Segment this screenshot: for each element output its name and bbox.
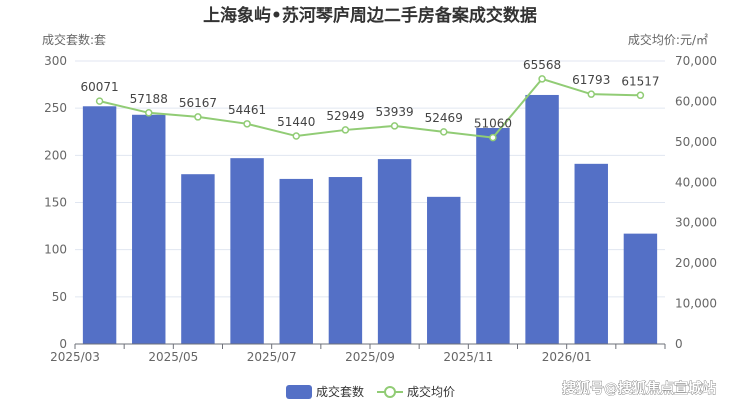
bar-series xyxy=(82,94,658,345)
line-point xyxy=(341,126,350,134)
grid-lines xyxy=(75,60,665,298)
bar xyxy=(279,178,313,344)
line-data-label: 51060 xyxy=(474,117,512,131)
y-right-tick-label: 40,000 xyxy=(675,175,717,189)
watermark-text: 搜狐号@搜狐焦点宣城站 xyxy=(562,380,716,397)
x-tick-label: 2025/09 xyxy=(345,350,395,364)
price-line xyxy=(99,77,641,139)
line-series xyxy=(95,75,645,142)
line-point xyxy=(489,133,497,142)
line-data-label: 61517 xyxy=(621,74,659,88)
bar xyxy=(328,177,363,344)
line-point xyxy=(390,122,399,130)
x-tick-label: 2025/05 xyxy=(148,350,198,364)
line-point xyxy=(243,120,251,128)
legend-label-line: 成交均价 xyxy=(407,384,455,399)
bar xyxy=(377,159,412,344)
y-left-tick-label: 100 xyxy=(44,243,67,257)
y-right-tick-label: 70,000 xyxy=(675,54,717,68)
legend-label-bar: 成交套数 xyxy=(316,384,364,399)
bar xyxy=(574,163,608,344)
bar xyxy=(476,127,510,344)
chart-title: 上海象屿•苏河琴庐周边二手房备案成交数据 xyxy=(203,5,537,26)
line-data-label: 52949 xyxy=(326,109,364,123)
legend-marker-line xyxy=(384,386,396,398)
bar xyxy=(230,158,264,344)
y-left-tick-label: 150 xyxy=(44,196,67,210)
y-left-tick-label: 0 xyxy=(59,337,67,351)
bar xyxy=(132,114,166,345)
bar xyxy=(525,94,559,345)
line-data-label: 61793 xyxy=(572,73,610,87)
x-tick-label: 2025/03 xyxy=(50,350,100,364)
x-tick-label: 2025/07 xyxy=(247,350,297,364)
line-data-label: 54461 xyxy=(228,103,266,117)
x-tick-label: 2026/01 xyxy=(542,350,592,364)
line-point xyxy=(538,75,546,83)
y-right-tick-label: 30,000 xyxy=(675,216,717,230)
bar xyxy=(181,174,215,344)
data-labels: 60071 57188 56167 54461 51440 52949 53939 52469… xyxy=(80,58,659,131)
line-data-label: 53939 xyxy=(375,105,413,119)
y-left-tick-label: 200 xyxy=(44,148,67,162)
y-right-axis-name: 成交均价:元/㎡ xyxy=(628,32,708,47)
y-right-tick-label: 0 xyxy=(675,337,683,351)
bar xyxy=(623,233,658,344)
line-data-label: 65568 xyxy=(523,58,561,72)
legend-swatch-bar xyxy=(286,385,312,399)
line-point xyxy=(587,90,595,98)
line-point xyxy=(145,109,153,117)
y-left-tick-label: 300 xyxy=(44,54,67,68)
line-point xyxy=(194,113,202,121)
y-left-axis-name: 成交套数:套 xyxy=(42,32,106,47)
y-right-tick-label: 10,000 xyxy=(675,297,717,311)
y-right-tick-label: 20,000 xyxy=(675,256,717,270)
line-data-label: 57188 xyxy=(130,92,168,106)
line-point xyxy=(292,132,300,140)
y-right-tick-label: 50,000 xyxy=(675,135,717,149)
legend: 成交套数 成交均价 xyxy=(286,384,455,399)
bar xyxy=(427,196,461,344)
line-point xyxy=(440,128,448,136)
line-data-label: 56167 xyxy=(179,96,217,110)
line-data-label: 51440 xyxy=(277,115,315,129)
bar xyxy=(82,106,117,344)
y-left-tick-label: 250 xyxy=(44,101,67,115)
line-point xyxy=(95,97,104,105)
y-left-tick-label: 50 xyxy=(52,290,67,304)
x-tick-label: 2025/11 xyxy=(443,350,493,364)
line-data-label: 60071 xyxy=(80,80,118,94)
y-right-tick-label: 60,000 xyxy=(675,94,717,108)
line-point xyxy=(636,91,645,100)
axes: 0 50 100 150 200 250 300 0 10,000 20,000 30,000 40,… xyxy=(44,54,717,364)
line-data-label: 52469 xyxy=(425,111,463,125)
